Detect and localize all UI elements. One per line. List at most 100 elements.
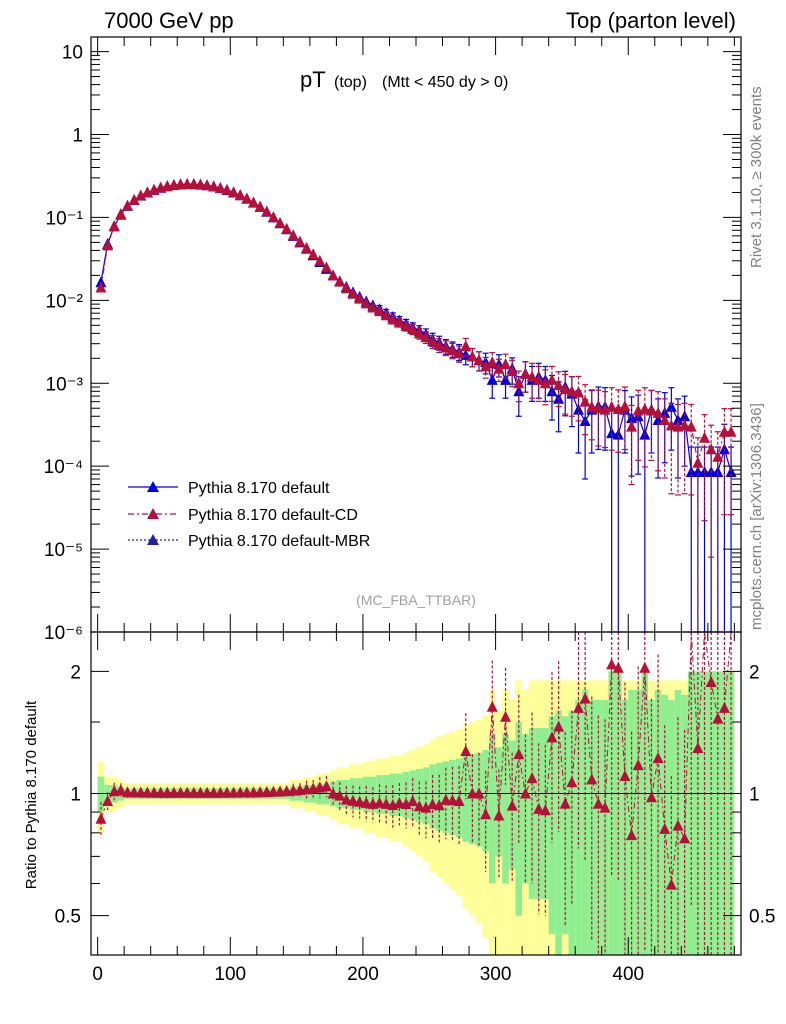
ratio-band-inner <box>362 776 370 813</box>
data-point-cd <box>579 395 591 407</box>
data-point-cd <box>254 200 266 212</box>
data-point-cd <box>586 400 598 412</box>
data-point-cd <box>553 379 565 391</box>
ratio-point-cd <box>480 808 492 820</box>
data-point-cd <box>314 254 326 266</box>
y-tick-label: 1 <box>72 126 83 147</box>
data-point-cd <box>480 360 492 372</box>
ratio-point-cd <box>413 800 425 812</box>
ratio-point-cd <box>705 676 717 688</box>
ratio-band-inner <box>561 716 569 935</box>
data-point-cd <box>367 301 379 313</box>
data-point-cd <box>685 420 697 432</box>
ratio-point-cd <box>500 710 512 722</box>
data-point-cd <box>639 402 651 414</box>
legend-entry-mbr: Pythia 8.170 default-MBR <box>128 533 370 550</box>
ratio-band-inner <box>502 734 509 884</box>
legend-label-default: Pythia 8.170 default <box>188 480 330 497</box>
data-point-cd <box>466 350 478 362</box>
ratio-point-cd <box>460 744 472 756</box>
ratio-band-inner <box>522 734 529 884</box>
ratio-y-axis-label: Ratio to Pythia 8.170 default <box>23 700 40 889</box>
y-tick-label: 10 <box>62 43 83 64</box>
ratio-point-cd <box>619 770 631 782</box>
ratio-point-cd <box>592 797 604 809</box>
data-point-default <box>546 385 558 397</box>
data-point-cd <box>340 282 352 294</box>
data-point-cd <box>506 365 518 377</box>
data-point-cd <box>566 385 578 397</box>
ratio-point-cd <box>559 797 571 809</box>
data-point-cd <box>526 370 538 382</box>
ratio-point-cd <box>493 809 505 821</box>
data-point-cd <box>460 340 472 352</box>
y-tick-label: 10⁻¹ <box>46 208 84 229</box>
data-point-cd <box>320 261 332 273</box>
ratio-point-cd <box>513 748 525 760</box>
x-tick-label: 100 <box>214 964 246 985</box>
data-point-cd <box>301 241 313 253</box>
data-point-default <box>606 427 618 439</box>
ratio-tick-label: 1 <box>70 785 81 806</box>
data-point-cd <box>208 180 220 192</box>
data-point-cd <box>407 323 419 335</box>
data-point-cd <box>486 356 498 368</box>
y-tick-label: 10⁻⁵ <box>44 540 83 561</box>
data-point-cd <box>214 181 226 193</box>
plot-title-sub2: (Mtt < 450 dy > 0) <box>382 74 508 91</box>
ratio-point-cd <box>645 791 657 803</box>
data-point-cd <box>546 373 558 385</box>
data-point-cd <box>427 335 439 347</box>
ratio-band-inner <box>482 749 489 852</box>
data-point-cd <box>234 189 246 201</box>
ratio-band-inner <box>621 699 629 955</box>
ratio-band-inner <box>389 773 397 817</box>
data-point-cd <box>725 425 737 437</box>
ratio-point-cd <box>586 773 598 785</box>
ratio-point-cd <box>420 801 432 813</box>
ratio-point-cd <box>665 878 677 890</box>
process-label: Top (parton level) <box>566 8 736 33</box>
lower-bands <box>97 671 735 955</box>
data-point-cd <box>95 281 107 293</box>
data-point-cd <box>420 331 432 343</box>
ratio-point-cd <box>427 798 439 810</box>
ratio-band-inner <box>349 778 357 811</box>
ratio-point-cd <box>347 794 359 806</box>
data-point-cd <box>387 313 399 325</box>
data-point-cd <box>194 178 206 190</box>
data-point-cd <box>699 431 711 443</box>
ratio-tick-label: 2 <box>70 662 81 683</box>
ratio-point-cd <box>626 829 638 841</box>
data-point-cd <box>473 354 485 366</box>
ratio-tick-label-right: 2 <box>749 662 760 683</box>
ratio-point-cd <box>334 789 346 801</box>
data-point-cd <box>241 192 253 204</box>
data-point-default <box>513 385 525 397</box>
ratio-tick-label-right: 0.5 <box>749 907 775 928</box>
ratio-point-cd <box>692 742 704 754</box>
data-point-cd <box>433 338 445 350</box>
data-point-cd <box>248 196 259 208</box>
ratio-tick-label-right: 1 <box>749 785 760 806</box>
data-point-cd <box>539 377 551 389</box>
data-point-cd <box>287 229 299 241</box>
ratio-band-inner <box>488 734 496 884</box>
series-line-default <box>100 183 732 473</box>
ratio-band-inner <box>422 767 430 825</box>
ratio-point-cd <box>533 802 545 814</box>
ratio-point-cd <box>380 797 392 809</box>
data-point-cd <box>519 367 531 379</box>
data-point-cd <box>121 199 133 211</box>
data-point-cd <box>592 402 604 414</box>
ratio-point-cd <box>606 658 618 670</box>
data-point-cd <box>712 450 724 462</box>
data-point-cd <box>354 292 366 304</box>
ratio-point-cd <box>566 776 578 788</box>
plot-title-main: pT <box>300 67 326 92</box>
data-point-cd <box>347 287 359 299</box>
data-point-cd <box>400 320 412 332</box>
rivet-version-label: Rivet 3.1.10, ≥ 300k events <box>748 86 765 268</box>
x-tick-label: 0 <box>92 964 103 985</box>
